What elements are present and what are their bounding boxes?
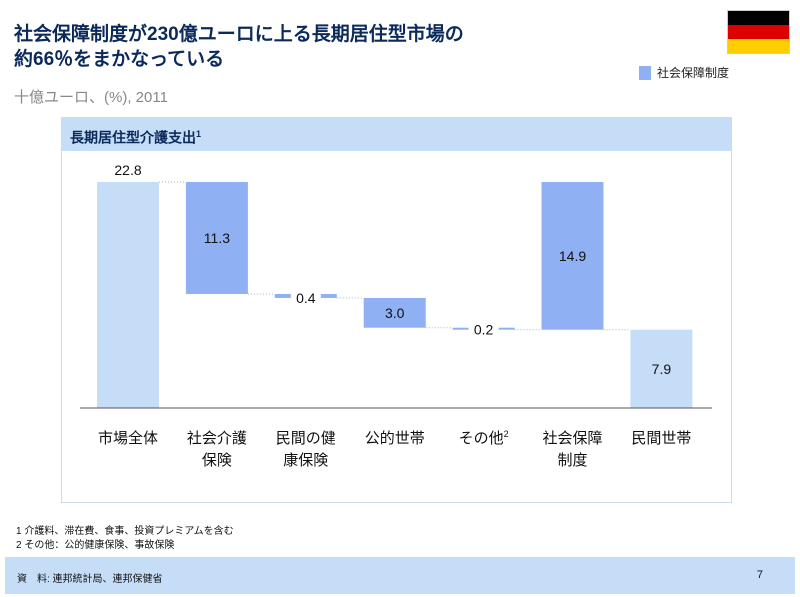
footnotes: 1 介護料、滞在費、食事、投資プレミアムを含む 2 その他：公的健康保険、事故保…	[16, 525, 234, 553]
page-number: 7	[756, 569, 763, 581]
category-label: 民間世帯	[631, 430, 691, 447]
flag-stripe-black	[728, 11, 789, 25]
category-label: その他2	[459, 429, 509, 447]
value-label: 7.9	[652, 361, 672, 377]
value-label: 3.0	[385, 305, 405, 321]
page-title: 社会保障制度が230億ユーロに上る長期居住型市場の 約66％をまかなっている	[14, 22, 464, 72]
value-label: 0.4	[296, 290, 316, 306]
value-label: 22.8	[114, 162, 141, 178]
category-label: 保険	[202, 452, 232, 469]
legend-swatch	[639, 65, 651, 80]
source-text: 資 料: 連邦統計局、連邦保健省	[17, 574, 163, 585]
category-label: 市場全体	[98, 429, 158, 447]
bar	[630, 329, 693, 408]
panel-title-footnote: 1	[196, 129, 202, 139]
category-label: 民間の健	[276, 430, 336, 447]
panel-title-text: 長期居住型介護支出	[70, 129, 196, 146]
footnote-2: 2 その他：公的健康保険、事故保険	[16, 540, 175, 551]
flag-stripe-gold	[728, 39, 789, 53]
legend: 社会保障制度	[639, 64, 729, 81]
bar	[363, 297, 426, 328]
flag-stripe-red	[728, 25, 789, 39]
category-label: 社会保障	[542, 429, 602, 447]
category-label: 公的世帯	[365, 430, 425, 447]
title-line-2: 約66％をまかなっている	[14, 49, 225, 70]
panel-title: 長期居住型介護支出1	[62, 118, 731, 151]
bar	[185, 182, 248, 295]
chart-panel: 長期居住型介護支出1	[61, 117, 732, 503]
category-label: 制度	[557, 452, 587, 469]
unit-subtitle: 十億ユーロ、(%), 2011	[14, 89, 168, 106]
value-label: 0.2	[474, 322, 494, 338]
title-line-1: 社会保障制度が230億ユーロに上る長期居住型市場の	[14, 24, 464, 45]
germany-flag-icon	[727, 10, 790, 54]
value-label-background	[468, 321, 499, 339]
bar	[541, 182, 604, 330]
footer-bar: 資 料: 連邦統計局、連邦保健省 7	[5, 557, 795, 594]
footnote-1: 1 介護料、滞在費、食事、投資プレミアムを含む	[16, 526, 234, 537]
category-label: 社会介護	[187, 430, 247, 447]
value-label: 14.9	[559, 248, 586, 264]
legend-label: 社会保障制度	[657, 66, 730, 80]
value-label-background	[290, 289, 321, 307]
category-label: 康保険	[283, 452, 328, 469]
bar	[97, 182, 159, 408]
value-label: 11.3	[204, 230, 230, 246]
